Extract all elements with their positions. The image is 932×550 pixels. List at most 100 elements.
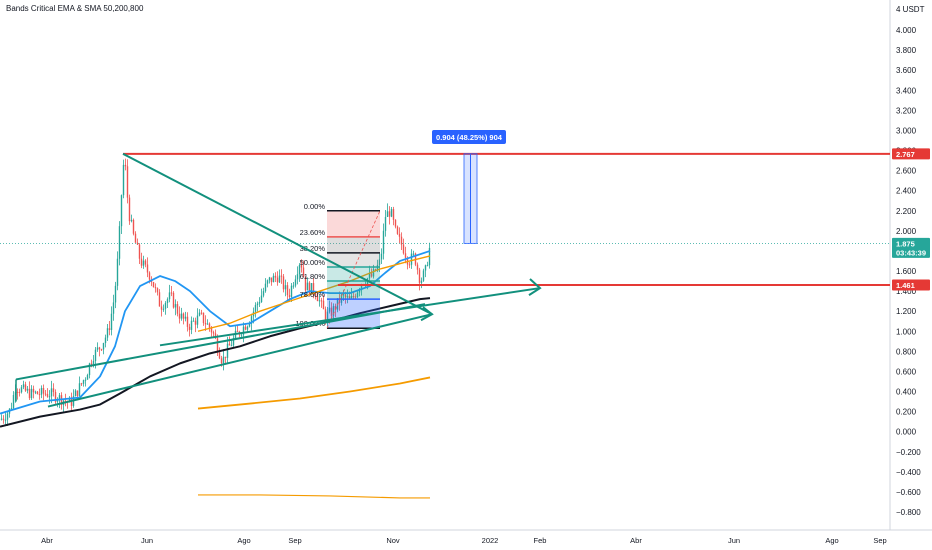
candle-body <box>190 320 193 330</box>
candle-body <box>174 304 177 308</box>
price-tag-bg <box>892 237 930 258</box>
candle-body <box>30 388 33 399</box>
candle-body <box>344 294 347 298</box>
candle-body <box>400 236 403 245</box>
candle-body <box>426 265 429 267</box>
candle-body <box>236 330 239 332</box>
sma-800-band-line <box>198 494 430 499</box>
candle-body <box>412 253 415 255</box>
currency-label: 4 USDT <box>896 5 925 14</box>
candle-body <box>374 269 377 271</box>
candle-body <box>262 291 265 296</box>
candle-body <box>100 349 103 351</box>
fib-level-label: 100.00% <box>295 319 325 328</box>
candle-body <box>404 253 407 258</box>
x-tick-label: Nov <box>386 536 400 545</box>
y-tick-label: 0.800 <box>896 347 917 356</box>
y-tick-label: 1.400 <box>896 287 917 296</box>
candle-body <box>240 334 243 336</box>
candle-body <box>48 396 51 398</box>
candle-body <box>112 302 115 314</box>
candle-body <box>288 295 291 297</box>
candle-body <box>264 283 267 292</box>
candle-body <box>392 209 395 220</box>
candle-body <box>350 295 353 299</box>
candle-body <box>196 315 199 325</box>
candle-body <box>126 166 129 198</box>
fib-zone <box>327 252 380 267</box>
candle-body <box>26 388 29 391</box>
candle-body <box>158 292 161 307</box>
candle-body <box>90 363 93 365</box>
candle-body <box>172 292 175 308</box>
candle-body <box>188 326 191 330</box>
candle-body <box>198 312 201 316</box>
candle-body <box>290 285 293 297</box>
y-tick-label: 1.200 <box>896 307 917 316</box>
candle-body <box>38 394 41 396</box>
candle-body <box>2 418 5 420</box>
x-tick-label: Ago <box>825 536 838 545</box>
candle-body <box>142 260 145 266</box>
fib-trend-line <box>326 210 381 329</box>
y-tick-label: 2.000 <box>896 227 917 236</box>
candle-body <box>326 311 329 321</box>
candle-body <box>170 292 173 294</box>
candle-body <box>28 388 31 399</box>
candle-body <box>298 265 301 275</box>
candle-body <box>314 293 317 296</box>
candle-body <box>306 282 309 291</box>
candle-body <box>416 264 419 270</box>
candle-body <box>380 253 383 260</box>
candle-body <box>114 285 117 303</box>
candle-body <box>118 226 121 259</box>
candle-body <box>278 275 281 283</box>
candle-body <box>68 398 71 403</box>
candle-body <box>388 211 391 217</box>
candle-body <box>232 338 235 346</box>
candle-body <box>116 258 119 286</box>
candle-body <box>408 264 411 266</box>
candle-body <box>94 349 97 362</box>
candle-body <box>358 290 361 293</box>
y-tick-label: −0.200 <box>896 448 921 457</box>
candle-body <box>284 285 287 290</box>
candle-body <box>244 326 247 330</box>
x-tick-label: Jun <box>728 536 740 545</box>
candle-body <box>352 295 355 297</box>
candle-body <box>310 283 313 294</box>
candle-body <box>80 383 83 385</box>
candle-body <box>332 306 335 316</box>
y-tick-label: 3.600 <box>896 66 917 75</box>
candle-body <box>316 295 319 302</box>
candle-body <box>204 323 207 325</box>
candle-body <box>210 327 213 333</box>
candle-body <box>202 312 205 324</box>
candle-body <box>296 274 299 280</box>
candle-body <box>164 302 167 309</box>
candle-body <box>152 282 155 288</box>
candle-body <box>0 418 3 420</box>
candle-body <box>78 383 81 396</box>
candle-body <box>348 296 351 299</box>
candle-body <box>180 313 183 319</box>
candle-body <box>128 197 131 222</box>
candle-body <box>268 277 271 281</box>
candle-body <box>130 219 133 222</box>
fib-level-label: 61.80% <box>300 272 326 281</box>
candle-body <box>368 273 371 279</box>
candle-body <box>422 270 425 281</box>
candle-body <box>222 356 225 364</box>
candle-body <box>24 384 27 391</box>
candle-body <box>182 313 185 319</box>
fib-level-label: 0.00% <box>304 202 326 211</box>
y-tick-label: 1.000 <box>896 327 917 336</box>
candle-body <box>178 313 181 319</box>
y-tick-label: 3.400 <box>896 86 917 95</box>
candle-body <box>256 303 259 306</box>
candle-body <box>88 363 91 376</box>
candle-body <box>378 259 381 265</box>
y-tick-label: 0.200 <box>896 408 917 417</box>
candle-body <box>260 295 263 303</box>
